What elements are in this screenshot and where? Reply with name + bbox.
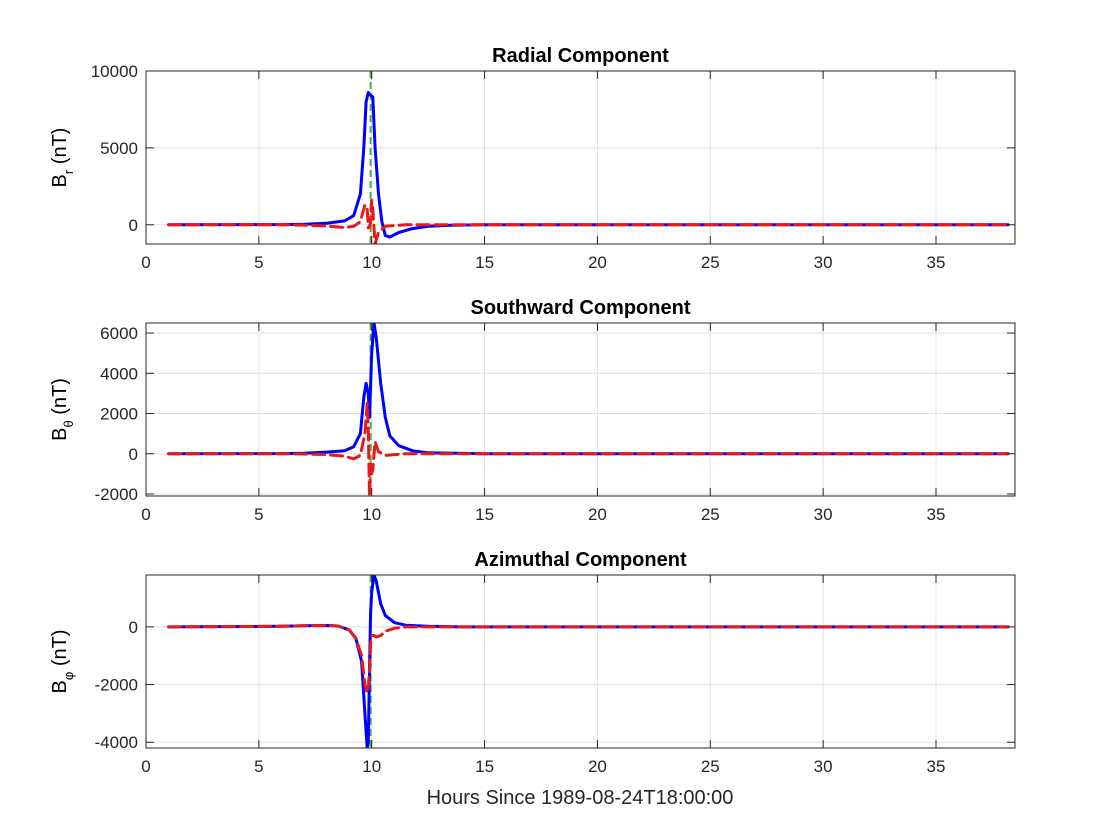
southward-xtick-label-2: 10 — [362, 505, 381, 524]
radial-axes-box — [145, 70, 1016, 245]
azimuthal-plot-area — [146, 575, 1015, 748]
azimuthal-ylabel-unit: (nT) — [49, 630, 71, 672]
radial-xtick-label-4: 20 — [588, 253, 607, 272]
radial-ylabel-unit: (nT) — [49, 128, 71, 170]
radial-xtick-label-1: 5 — [254, 253, 263, 272]
azimuthal-xtick-label-6: 30 — [814, 757, 833, 776]
southward-ytick-label-1: 0 — [129, 445, 138, 464]
southward-ylabel-unit: (nT) — [49, 378, 71, 420]
southward-panel: 0 5 10 15 20 25 30 35-20000200040006000Southwar… — [49, 297, 1016, 524]
radial-series-red-dashed — [167, 198, 1010, 244]
azimuthal-series-red-dashed — [167, 624, 1010, 695]
southward-ylabel-base: B — [49, 428, 71, 441]
radial-ytick-label-2: 10000 — [91, 62, 138, 81]
azimuthal-xtick-label-2: 10 — [362, 757, 381, 776]
radial-xtick-label-5: 25 — [701, 253, 720, 272]
radial-title: Radial Component — [492, 45, 669, 67]
southward-y-axis-label: Bθ (nT) — [49, 378, 76, 441]
azimuthal-xtick-label-7: 35 — [927, 757, 946, 776]
southward-ytick-label-3: 4000 — [100, 364, 138, 383]
southward-series-red-dashed — [167, 402, 1010, 496]
azimuthal-ylabel-base: B — [49, 680, 71, 693]
azimuthal-xtick-label-0: 0 — [141, 757, 150, 776]
radial-xtick-label-7: 35 — [927, 253, 946, 272]
southward-ytick-label-4: 6000 — [100, 324, 138, 343]
radial-xtick-label-3: 15 — [475, 253, 494, 272]
southward-xtick-label-3: 15 — [475, 505, 494, 524]
azimuthal-panel: 0 5 10 15 20 25 30 35 -4000 -2000 0 Azimuthal Compo… — [49, 549, 1016, 776]
azimuthal-xtick-label-3: 15 — [475, 757, 494, 776]
radial-xtick-label-2: 10 — [362, 253, 381, 272]
southward-title: Southward Component — [471, 297, 691, 319]
azimuthal-xtick-label-5: 25 — [701, 757, 720, 776]
radial-ylabel-sub: r — [61, 169, 76, 174]
southward-xtick-label-6: 30 — [814, 505, 833, 524]
azimuthal-ytick-label-2: 0 — [129, 618, 138, 637]
azimuthal-title: Azimuthal Component — [474, 549, 687, 571]
azimuthal-ylabel-sub: φ — [61, 672, 76, 680]
radial-ylabel-base: B — [49, 174, 71, 187]
southward-plot-area — [146, 323, 1015, 496]
southward-xtick-label-7: 35 — [927, 505, 946, 524]
radial-xtick-label-6: 30 — [814, 253, 833, 272]
azimuthal-ytick-label-0: -4000 — [95, 733, 138, 752]
radial-plot-area — [146, 71, 1015, 244]
radial-y-axis-label: Br (nT) — [49, 128, 76, 188]
radial-ytick-label-0: 0 — [129, 216, 138, 235]
azimuthal-xtick-label-1: 5 — [254, 757, 263, 776]
southward-xtick-label-4: 20 — [588, 505, 607, 524]
azimuthal-y-axis-label: Bφ (nT) — [49, 630, 76, 694]
southward-ylabel-sub: θ — [61, 420, 76, 427]
x-axis-label: Hours Since 1989-08-24T18:00:00 — [427, 787, 734, 809]
southward-xtick-label-0: 0 — [141, 505, 150, 524]
radial-xtick-label-0: 0 — [141, 253, 150, 272]
southward-ytick-label-2: 2000 — [100, 405, 138, 424]
azimuthal-xtick-label-4: 20 — [588, 757, 607, 776]
azimuthal-axes-box — [145, 574, 1016, 749]
southward-ytick-label-0: -2000 — [95, 485, 138, 504]
radial-panel: 0 5 10 15 20 25 30 35 0 5000 10000 Radial Component… — [49, 45, 1016, 272]
radial-ytick-label-1: 5000 — [100, 139, 138, 158]
southward-xtick-label-1: 5 — [254, 505, 263, 524]
azimuthal-ytick-label-1: -2000 — [95, 676, 138, 695]
southward-axes-box — [145, 322, 1016, 497]
southward-xtick-label-5: 25 — [701, 505, 720, 524]
